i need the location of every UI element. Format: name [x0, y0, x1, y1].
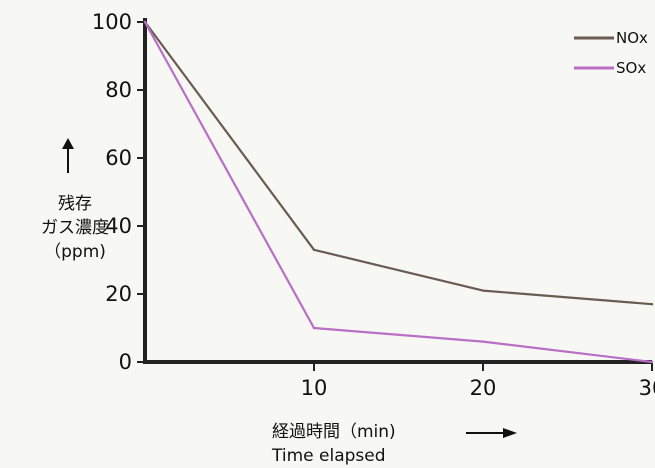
series-line-nox — [143, 20, 654, 306]
data-point-sox — [481, 340, 485, 343]
data-point-sox — [650, 360, 654, 364]
x-tick-label: 20 — [470, 376, 497, 400]
x-tick-label: 30 — [639, 376, 655, 400]
y-axis-label-line-2: ガス濃度 — [41, 218, 109, 238]
x-axis-label-line-2: Time elapsed — [272, 446, 386, 466]
legend-label-nox: NOx — [616, 29, 648, 47]
data-point-nox — [481, 289, 485, 292]
data-point-sox — [312, 326, 316, 330]
x-axis-label-line-1: 経過時間（min) — [272, 422, 396, 442]
y-axis-label-line-1: 残存 — [58, 194, 92, 214]
y-axis-label: 残存 ガス濃度 （ppm) — [22, 192, 128, 264]
x-axis-direction-arrow-head — [503, 428, 517, 438]
y-tick-label: 80 — [105, 78, 132, 102]
y-tick-label: 40 — [105, 214, 132, 238]
data-point-nox — [650, 303, 654, 306]
legend-label-sox: SOx — [616, 59, 646, 77]
y-tick-label: 60 — [105, 146, 132, 170]
y-tick-label: 0 — [119, 350, 132, 374]
y-tick-label: 20 — [105, 282, 132, 306]
y-tick-label: 100 — [92, 10, 132, 34]
data-point-sox — [143, 20, 147, 24]
data-point-nox — [312, 248, 316, 251]
y-axis-direction-arrow-head — [62, 138, 74, 149]
series-line-sox — [143, 20, 654, 364]
x-axis-label: 経過時間（min) Time elapsed — [272, 420, 512, 468]
y-axis-label-line-3: （ppm) — [44, 242, 106, 262]
x-tick-label: 10 — [301, 376, 328, 400]
